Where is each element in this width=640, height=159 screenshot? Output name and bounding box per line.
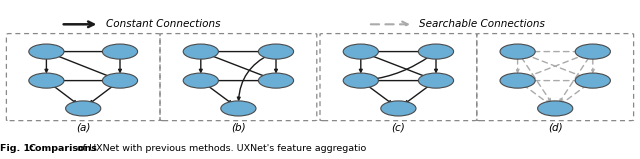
Ellipse shape: [419, 44, 454, 59]
FancyArrowPatch shape: [562, 85, 588, 103]
Ellipse shape: [29, 44, 64, 59]
Ellipse shape: [29, 73, 64, 88]
Ellipse shape: [102, 44, 138, 59]
FancyArrowPatch shape: [200, 59, 202, 72]
FancyArrowPatch shape: [53, 50, 111, 53]
Text: (d): (d): [548, 123, 563, 133]
Text: Searchable Connections: Searchable Connections: [419, 19, 545, 29]
Text: of UXNet with previous methods. UXNet's feature aggregatio: of UXNet with previous methods. UXNet's …: [74, 144, 366, 153]
FancyArrowPatch shape: [368, 79, 428, 82]
Text: Constant Connections: Constant Connections: [106, 19, 220, 29]
FancyArrowPatch shape: [369, 56, 431, 81]
Ellipse shape: [65, 101, 101, 116]
Text: (a): (a): [76, 123, 90, 133]
Text: Comparisons: Comparisons: [28, 144, 97, 153]
FancyArrowPatch shape: [45, 59, 48, 72]
FancyArrowPatch shape: [52, 85, 76, 103]
Ellipse shape: [419, 73, 454, 88]
FancyArrowPatch shape: [524, 54, 585, 78]
Text: (b): (b): [231, 123, 246, 133]
FancyArrowPatch shape: [207, 54, 268, 78]
Ellipse shape: [500, 73, 535, 88]
Ellipse shape: [259, 73, 294, 88]
Ellipse shape: [381, 101, 416, 116]
FancyArrowPatch shape: [118, 59, 122, 72]
FancyArrowPatch shape: [591, 59, 594, 72]
FancyArrowPatch shape: [405, 85, 431, 103]
FancyArrowPatch shape: [525, 50, 584, 53]
FancyArrowPatch shape: [53, 79, 111, 82]
FancyArrowPatch shape: [522, 57, 550, 101]
Ellipse shape: [343, 73, 378, 88]
FancyArrowPatch shape: [525, 79, 584, 82]
FancyArrowPatch shape: [435, 59, 437, 72]
Ellipse shape: [183, 44, 218, 59]
FancyArrowPatch shape: [90, 85, 115, 103]
FancyArrowPatch shape: [53, 54, 112, 78]
FancyArrowPatch shape: [360, 59, 362, 72]
FancyArrowPatch shape: [366, 85, 392, 103]
FancyArrowPatch shape: [275, 59, 277, 72]
Ellipse shape: [343, 44, 378, 59]
Ellipse shape: [538, 101, 573, 116]
Ellipse shape: [183, 73, 218, 88]
Ellipse shape: [575, 44, 611, 59]
FancyArrowPatch shape: [368, 50, 428, 53]
Ellipse shape: [500, 44, 535, 59]
FancyArrowPatch shape: [560, 57, 589, 101]
FancyArrowPatch shape: [516, 59, 519, 72]
FancyArrowPatch shape: [206, 85, 232, 103]
Text: Fig. 1:: Fig. 1:: [0, 144, 37, 153]
Ellipse shape: [575, 73, 611, 88]
FancyArrowPatch shape: [523, 85, 548, 103]
FancyArrowPatch shape: [208, 50, 268, 53]
Ellipse shape: [102, 73, 138, 88]
FancyArrowPatch shape: [237, 54, 269, 100]
FancyArrowPatch shape: [208, 79, 268, 82]
Text: (c): (c): [392, 123, 405, 133]
FancyArrowPatch shape: [367, 54, 428, 78]
Ellipse shape: [259, 44, 294, 59]
FancyArrowPatch shape: [525, 54, 586, 78]
Ellipse shape: [221, 101, 256, 116]
